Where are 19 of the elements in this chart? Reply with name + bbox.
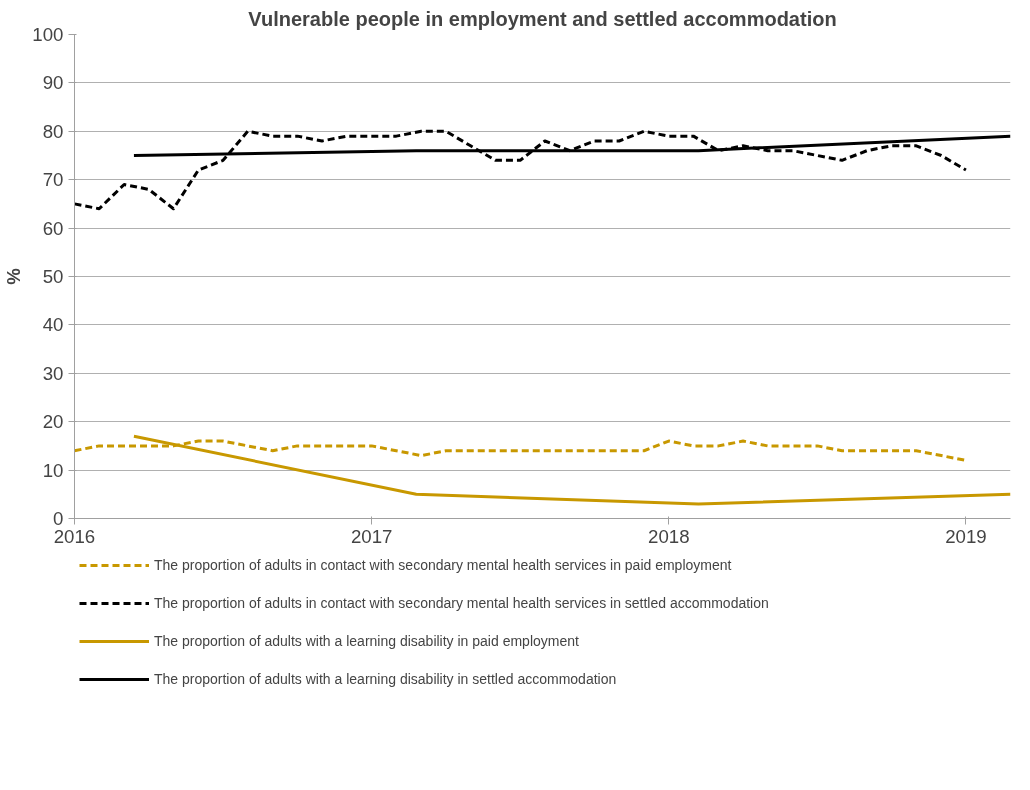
y-tick-label: 80 [42,120,64,142]
y-tick-label: 20 [42,411,64,433]
y-tick-label: 40 [42,314,64,336]
legend-label: The proportion of adults with a learning disability in paid employment [154,633,579,649]
y-tick-label: 90 [42,72,64,94]
legend-label: The proportion of adults in contact with secondary mental health services in paid employment [154,557,732,573]
y-tick-label: 10 [42,459,64,481]
y-tick-label: 50 [42,266,64,287]
y-axis-title: % [3,267,25,285]
x-tick-label: 2019 [945,525,987,547]
y-tick-label: 30 [42,362,64,384]
x-tick-label: 2017 [350,525,393,547]
x-tick-label: 2018 [648,525,690,547]
legend-label: The proportion of adults with a learning disability in settled accommodation [154,671,617,687]
y-tick-label: 100 [32,24,64,45]
y-tick-label: 70 [42,169,64,191]
y-tick-label: 60 [42,217,64,239]
chart-title: Vulnerable people in employment and settled accommodation [248,7,837,30]
legend-label: The proportion of adults in contact with secondary mental health services in settled accommodation [154,595,769,611]
